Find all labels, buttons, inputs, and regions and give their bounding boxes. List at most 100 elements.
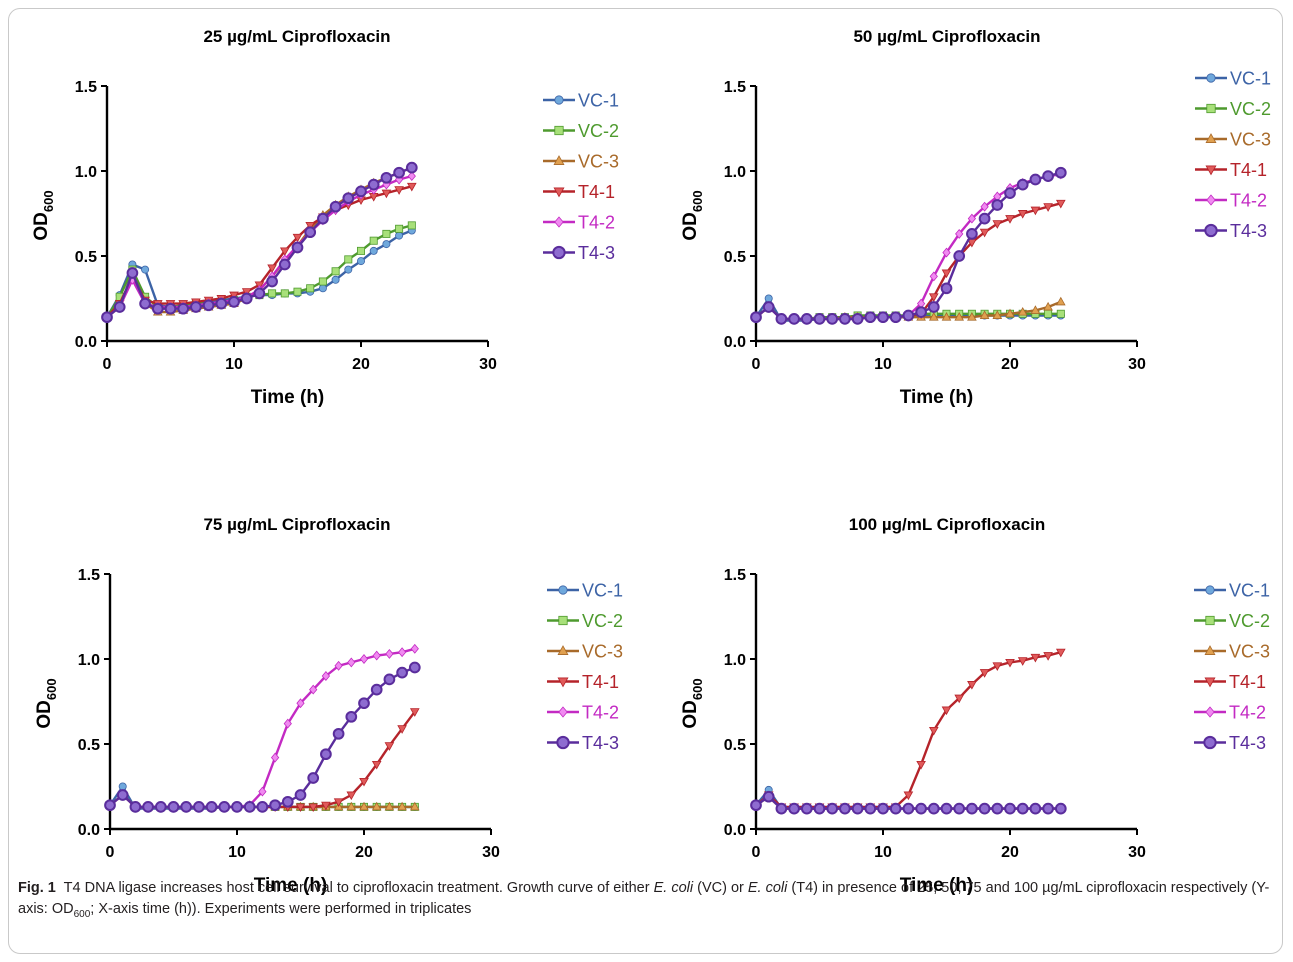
legend-swatch-marker [1204, 645, 1216, 655]
data-point [342, 192, 355, 205]
data-point [359, 654, 369, 664]
data-point [278, 258, 291, 271]
data-point [967, 681, 977, 690]
legend-label: VC-2 [578, 121, 619, 141]
data-point [877, 802, 889, 815]
chart-panel-4: 100 µg/mL Ciprofloxacin 0.0 0.5 1.0 1.5 0 10 20… [680, 515, 1270, 896]
data-point [240, 292, 253, 305]
data-point [369, 236, 378, 245]
data-point [979, 228, 990, 238]
data-point [228, 296, 240, 308]
data-point [954, 312, 965, 321]
caption-text-2: (VC) or [693, 880, 748, 896]
data-point [294, 789, 307, 801]
legend-label: T4-3 [1229, 733, 1266, 753]
series-t4-2 [105, 643, 419, 812]
data-point [966, 228, 978, 240]
data-point [406, 182, 417, 192]
data-point [308, 803, 319, 813]
data-point [372, 650, 381, 661]
data-point [915, 802, 927, 815]
y-tick-label: 1.0 [724, 652, 746, 669]
series-line [109, 666, 416, 809]
chart-title: 75 µg/mL Ciprofloxacin [203, 515, 390, 534]
legend-swatch-marker [1205, 706, 1215, 718]
legend-label: T4-1 [582, 672, 619, 692]
series-t4-2 [751, 169, 1065, 324]
data-point [129, 801, 142, 813]
y-tick-label: 1.5 [78, 567, 100, 584]
data-point [1017, 210, 1028, 219]
legend-swatch-marker [557, 645, 569, 655]
data-point [279, 247, 290, 257]
y-axis-title: OD600 [680, 190, 705, 240]
data-point [1029, 802, 1042, 815]
data-point [927, 301, 940, 313]
x-axis-title: Time (h) [900, 875, 974, 896]
figure-caption: Fig. 1 T4 DNA ligase increases host cell… [18, 878, 1273, 920]
data-point [345, 710, 358, 723]
data-point [405, 161, 418, 174]
data-point [307, 772, 320, 784]
data-point [903, 791, 914, 801]
data-point [292, 233, 303, 243]
legend-swatch-marker [552, 245, 566, 260]
series-line [755, 651, 1062, 809]
data-point [941, 312, 952, 321]
legend-label: VC-1 [1230, 69, 1271, 89]
data-point [180, 801, 193, 813]
data-point [979, 310, 990, 319]
legend-label: T4-1 [1230, 160, 1267, 180]
data-point [800, 313, 813, 325]
legend-swatch-marker [558, 706, 568, 718]
data-point [367, 178, 380, 191]
data-point [1005, 658, 1015, 668]
data-point [1030, 653, 1041, 663]
legend-label: VC-3 [1229, 642, 1270, 662]
data-point [280, 289, 289, 298]
data-point [1030, 206, 1041, 216]
legend-swatch-marker [1203, 735, 1217, 750]
data-point [800, 802, 813, 815]
x-tick-label: 20 [1001, 356, 1019, 373]
data-point [359, 801, 369, 811]
y-tick-label: 0.0 [724, 822, 746, 839]
chart-legend: VC-1 VC-2 VC-3 T4-1 T4-2 T4-3 [1194, 581, 1270, 753]
data-point [940, 802, 953, 815]
data-point [927, 802, 940, 815]
series-t4-1 [751, 199, 1066, 325]
data-point [344, 255, 353, 264]
data-point [928, 293, 939, 302]
legend-label: T4-3 [578, 243, 615, 263]
chart-panel-3: 75 µg/mL Ciprofloxacin 0.0 0.5 1.0 1.5 0 10 20 3… [34, 515, 623, 896]
data-point [309, 684, 318, 695]
legend-label: T4-3 [582, 733, 619, 753]
legend-swatch-marker [554, 95, 564, 105]
y-tick-label: 0.5 [75, 249, 97, 266]
data-point [101, 311, 113, 324]
data-point [369, 246, 378, 255]
data-point [396, 666, 408, 679]
x-tick-label: 10 [874, 356, 892, 373]
data-point [916, 760, 926, 770]
data-point [380, 171, 393, 184]
data-point [164, 302, 177, 315]
data-point [851, 802, 864, 815]
data-point [1043, 301, 1053, 311]
x-tick-label: 0 [752, 356, 761, 373]
data-point [1044, 309, 1053, 318]
data-point [270, 752, 280, 763]
data-point [334, 660, 343, 671]
data-point [1043, 203, 1053, 212]
x-tick-label: 30 [1128, 844, 1146, 861]
data-point [385, 648, 394, 659]
data-point [940, 282, 953, 295]
legend-swatch-marker [1205, 133, 1217, 143]
legend-label: VC-1 [578, 91, 619, 111]
x-tick-label: 10 [225, 356, 243, 373]
data-point [813, 313, 826, 325]
legend-label: VC-1 [1229, 581, 1270, 601]
data-point [839, 802, 851, 815]
data-point [1056, 309, 1065, 318]
data-point [1029, 173, 1042, 186]
